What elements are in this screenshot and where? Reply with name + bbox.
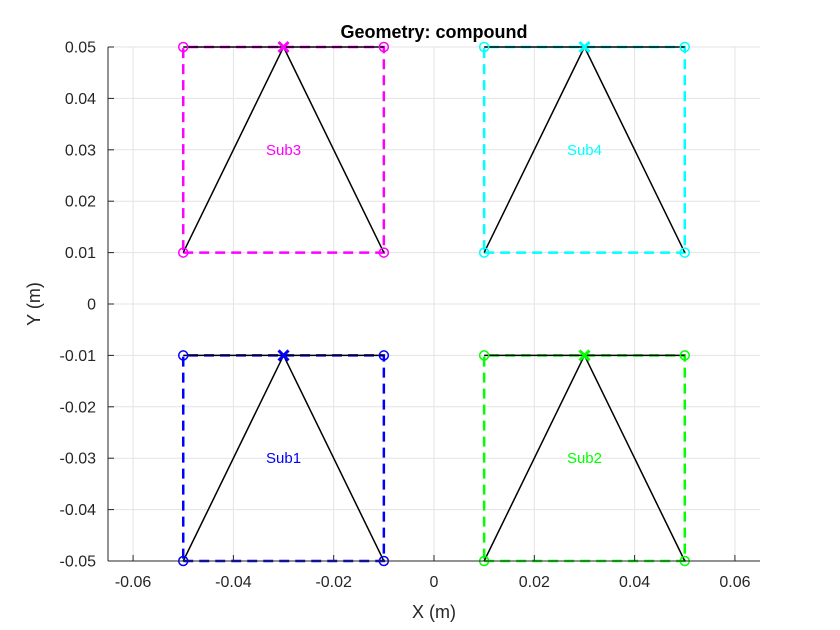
- corner-marker: [478, 247, 490, 258]
- corner-marker: [378, 350, 390, 361]
- y-tick-label: -0.02: [60, 399, 97, 416]
- corner-marker: [177, 247, 189, 258]
- apex-marker: [578, 349, 591, 362]
- subdomain-label: Sub4: [567, 142, 602, 159]
- x-tick-label: 0.06: [719, 574, 750, 591]
- x-tick-label: 0.02: [519, 574, 550, 591]
- y-tick-label: 0.01: [65, 245, 96, 262]
- y-tick-label: 0.05: [65, 40, 96, 57]
- y-tick-label: -0.05: [60, 554, 97, 571]
- subdomain-sub3: Sub3: [177, 40, 390, 258]
- x-axis-label: X (m): [412, 602, 456, 622]
- y-tick-label: 0.03: [65, 142, 96, 159]
- corner-marker: [177, 350, 189, 361]
- x-tick-label: 0.04: [619, 574, 650, 591]
- y-tick-label: -0.01: [60, 348, 97, 365]
- corner-marker: [378, 41, 390, 53]
- y-tick-label: 0.04: [65, 91, 96, 108]
- tick-labels: -0.06 -0.04 -0.02 0 0.02 0.04 0.06 -0.05 -0.04 -0…: [60, 40, 751, 592]
- subdomain-label: Sub3: [266, 142, 301, 159]
- y-tick-label: 0.02: [65, 194, 96, 211]
- corner-marker: [679, 41, 691, 53]
- apex-marker: [277, 40, 290, 54]
- y-tick-label: 0: [87, 297, 96, 314]
- chart-title: Geometry: compound: [340, 22, 527, 42]
- y-tick-label: -0.04: [60, 502, 97, 519]
- x-tick-label: 0: [430, 574, 439, 591]
- y-axis-label: Y (m): [24, 282, 44, 326]
- apex-marker: [277, 349, 290, 362]
- x-tick-label: -0.02: [315, 574, 352, 591]
- corner-marker: [679, 247, 691, 258]
- x-tick-label: -0.06: [115, 574, 152, 591]
- corner-marker: [679, 350, 691, 361]
- apex-marker: [578, 40, 591, 54]
- subdomain-sub4: Sub4: [478, 40, 691, 258]
- axes: [107, 46, 760, 562]
- corner-marker: [177, 41, 189, 53]
- corner-marker: [478, 41, 490, 53]
- x-tick-label: -0.04: [215, 574, 252, 591]
- corner-marker: [478, 350, 490, 361]
- subdomain-label: Sub1: [266, 450, 301, 467]
- y-tick-label: -0.03: [60, 451, 97, 468]
- subdomain-label: Sub2: [567, 450, 602, 467]
- corner-marker: [378, 247, 390, 258]
